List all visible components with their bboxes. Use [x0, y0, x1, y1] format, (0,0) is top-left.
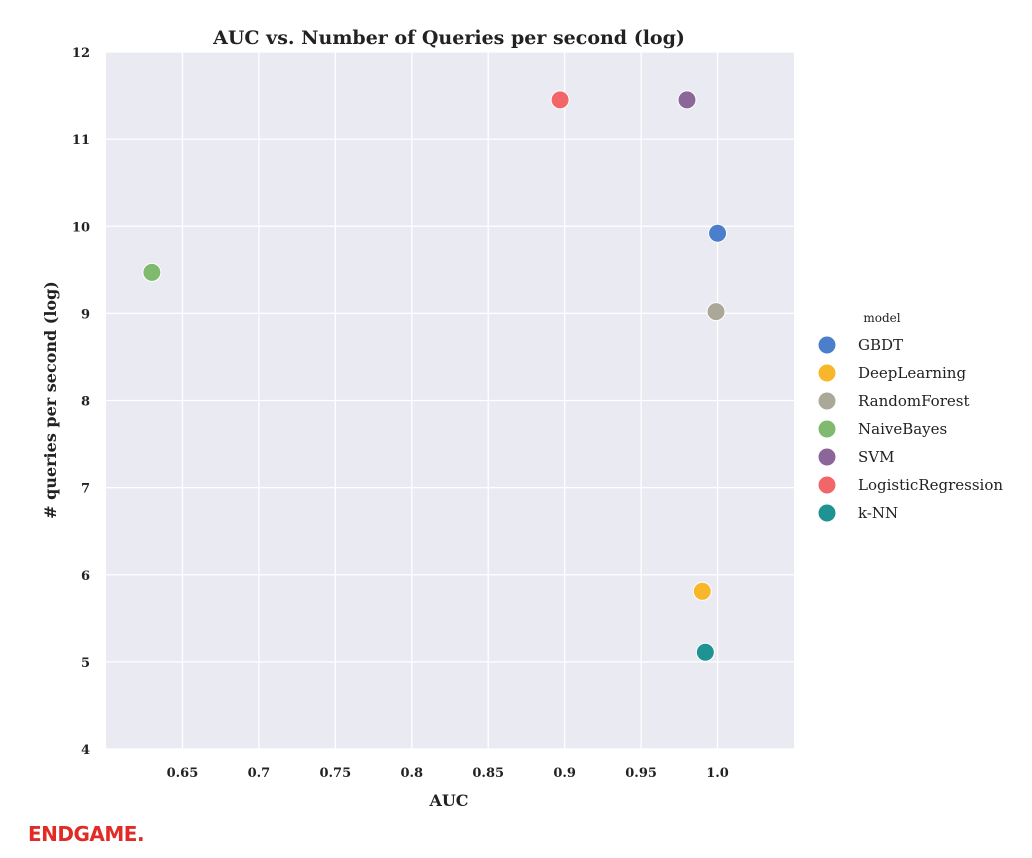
legend-marker-randomforest [818, 392, 836, 410]
y-axis-label: # queries per second (log) [41, 281, 60, 519]
x-tick-label: 0.7 [248, 766, 271, 781]
y-tick-label: 7 [81, 482, 90, 497]
x-tick-label: 0.75 [319, 766, 351, 781]
grid-lines [106, 51, 794, 750]
y-tick-label: 5 [81, 656, 90, 671]
data-point-logisticregression [550, 90, 570, 110]
x-tick-label: 0.95 [625, 766, 657, 781]
legend-marker-logisticregression [818, 476, 836, 494]
legend-label-k-nn: k-NN [858, 504, 898, 522]
x-tick-label: 0.8 [400, 766, 423, 781]
x-tick-label: 0.65 [167, 766, 199, 781]
legend-label-logisticregression: LogisticRegression [858, 476, 1003, 494]
chart-title: AUC vs. Number of Queries per second (lo… [212, 27, 685, 49]
y-tick-label: 12 [72, 46, 90, 61]
data-points [142, 90, 728, 662]
endgame-logo: ENDGAME. [28, 822, 145, 846]
data-point-naivebayes [142, 262, 162, 282]
legend-label-randomforest: RandomForest [858, 392, 970, 410]
legend-marker-svm [818, 448, 836, 466]
legend-marker-gbdt [818, 336, 836, 354]
legend-label-gbdt: GBDT [858, 336, 903, 354]
data-point-deeplearning [692, 581, 712, 601]
legend-marker-naivebayes [818, 420, 836, 438]
y-axis-ticks: 4 5 6 7 8 9 10 11 12 [72, 46, 90, 758]
x-axis-label: AUC [428, 791, 468, 810]
legend: model GBDT DeepLearning RandomForest NaiveB… [818, 311, 1003, 522]
legend-label-naivebayes: NaiveBayes [858, 420, 947, 438]
y-tick-label: 8 [81, 395, 90, 410]
legend-marker-k-nn [818, 504, 836, 522]
y-tick-label: 6 [81, 569, 90, 584]
x-tick-label: 0.85 [472, 766, 504, 781]
legend-label-deeplearning: DeepLearning [858, 364, 966, 382]
data-point-randomforest [706, 302, 726, 322]
x-tick-label: 1.0 [706, 766, 729, 781]
data-point-gbdt [708, 223, 728, 243]
data-point-k-nn [695, 642, 715, 662]
data-point-svm [677, 90, 697, 110]
legend-title: model [863, 311, 900, 325]
legend-marker-deeplearning [818, 364, 836, 382]
y-tick-label: 11 [72, 133, 90, 148]
y-tick-label: 10 [72, 220, 90, 235]
legend-label-svm: SVM [858, 448, 894, 466]
y-tick-label: 4 [81, 743, 90, 758]
x-tick-label: 0.9 [553, 766, 576, 781]
x-axis-ticks: 0.65 0.7 0.75 0.8 0.85 0.9 0.95 1.0 [167, 766, 729, 781]
y-tick-label: 9 [81, 307, 90, 322]
